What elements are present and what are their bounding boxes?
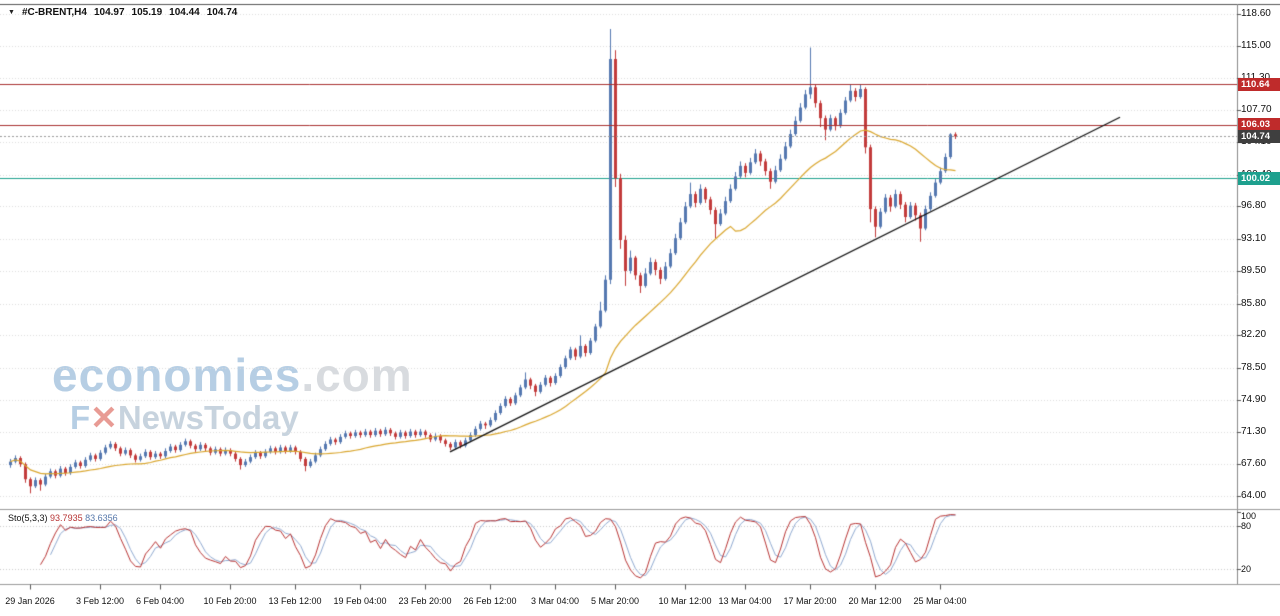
- time-axis-label: 13 Mar 04:00: [718, 596, 772, 606]
- price-axis-label: 78.50: [1241, 361, 1267, 373]
- time-axis-label: 10 Feb 20:00: [203, 596, 257, 606]
- stochastic-signal-value: 83.6356: [85, 513, 118, 523]
- indicator-name: Sto(5,3,3): [8, 513, 48, 523]
- ohlc-low-value: 104.44: [169, 7, 200, 18]
- symbol-dropdown-icon[interactable]: ▼: [8, 9, 15, 16]
- stochastic-main-value: 93.7935: [50, 513, 83, 523]
- ohlc-high-value: 105.19: [131, 7, 163, 18]
- stochastic-axis-label: 100: [1241, 511, 1257, 521]
- stochastic-axis-label: 20: [1241, 563, 1252, 574]
- time-axis-label: 17 Mar 20:00: [783, 596, 837, 606]
- price-axis-label: 82.20: [1241, 329, 1267, 341]
- price-axis-label: 67.60: [1241, 458, 1267, 470]
- price-axis-label: 85.80: [1241, 297, 1267, 309]
- support-price-tag: 100.02: [1238, 171, 1280, 185]
- price-axis-label: 74.90: [1241, 393, 1267, 405]
- stochastic-label: Sto(5,3,3) 93.7935 83.6356: [8, 513, 118, 523]
- stochastic-axis-label: 80: [1241, 521, 1252, 532]
- symbol-timeframe-label: #C-BRENT,H4: [21, 7, 87, 18]
- price-axis-label: 64.00: [1241, 490, 1267, 501]
- ohlc-open-value: 104.97: [93, 7, 125, 18]
- time-axis-label: 20 Mar 12:00: [848, 596, 902, 606]
- symbol-info-bar: ▼ #C-BRENT,H4 104.97 105.19 104.44 104.7…: [8, 7, 237, 18]
- time-axis-label: 10 Mar 12:00: [658, 596, 712, 606]
- time-axis-label: 6 Feb 04:00: [135, 596, 185, 606]
- price-axis-label: 115.00: [1241, 39, 1271, 51]
- time-axis-label: 26 Feb 12:00: [463, 596, 517, 606]
- resistance-price-tag: 110.64: [1238, 77, 1280, 91]
- time-axis-label: 29 Jan 2026: [5, 596, 55, 606]
- time-axis-label: 25 Mar 04:00: [913, 596, 967, 606]
- time-axis-label: 3 Feb 12:00: [75, 596, 125, 606]
- price-axis-label: 96.80: [1241, 200, 1267, 212]
- price-axis-label: 71.30: [1241, 425, 1267, 437]
- price-axis-label: 89.50: [1241, 264, 1267, 276]
- time-axis-label: 23 Feb 20:00: [398, 596, 452, 606]
- time-axis-label: 13 Feb 12:00: [268, 596, 322, 606]
- time-axis-label: 19 Feb 04:00: [333, 596, 387, 606]
- current-price-tag: 104.74: [1238, 129, 1280, 143]
- time-axis-label: 5 Mar 20:00: [590, 596, 640, 606]
- time-axis-label: 3 Mar 04:00: [530, 596, 580, 606]
- price-axis-label: 107.70: [1241, 104, 1272, 116]
- price-axis-label: 118.60: [1241, 8, 1271, 19]
- ohlc-close-value: 104.74: [206, 7, 238, 18]
- price-axis-label: 93.10: [1241, 233, 1267, 245]
- resistance-price-tag: 106.03: [1238, 118, 1280, 132]
